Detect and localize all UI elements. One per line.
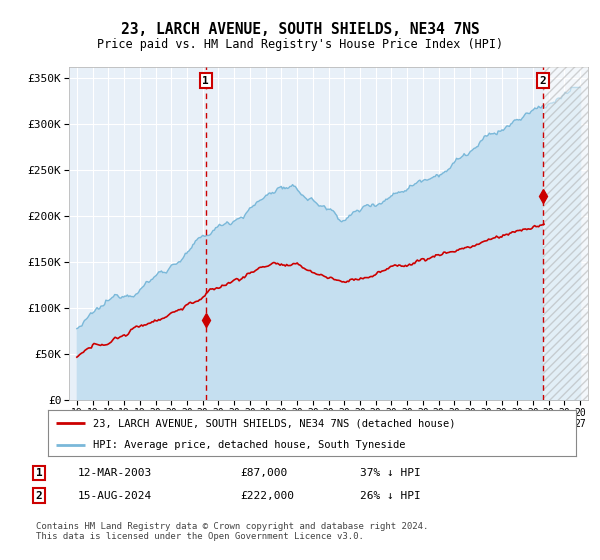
Text: 37% ↓ HPI: 37% ↓ HPI [360, 468, 421, 478]
Text: HPI: Average price, detached house, South Tyneside: HPI: Average price, detached house, Sout… [93, 440, 406, 450]
Text: 15-AUG-2024: 15-AUG-2024 [78, 491, 152, 501]
Text: Contains HM Land Registry data © Crown copyright and database right 2024.
This d: Contains HM Land Registry data © Crown c… [36, 522, 428, 542]
Text: £87,000: £87,000 [240, 468, 287, 478]
Text: 23, LARCH AVENUE, SOUTH SHIELDS, NE34 7NS: 23, LARCH AVENUE, SOUTH SHIELDS, NE34 7N… [121, 22, 479, 38]
Text: 26% ↓ HPI: 26% ↓ HPI [360, 491, 421, 501]
Text: 1: 1 [202, 76, 209, 86]
Text: 23, LARCH AVENUE, SOUTH SHIELDS, NE34 7NS (detached house): 23, LARCH AVENUE, SOUTH SHIELDS, NE34 7N… [93, 418, 455, 428]
Text: 1: 1 [35, 468, 43, 478]
Text: 2: 2 [35, 491, 43, 501]
Text: Price paid vs. HM Land Registry's House Price Index (HPI): Price paid vs. HM Land Registry's House … [97, 38, 503, 51]
Bar [543, 67, 588, 400]
Text: 12-MAR-2003: 12-MAR-2003 [78, 468, 152, 478]
Text: £222,000: £222,000 [240, 491, 294, 501]
Text: 2: 2 [539, 76, 546, 86]
